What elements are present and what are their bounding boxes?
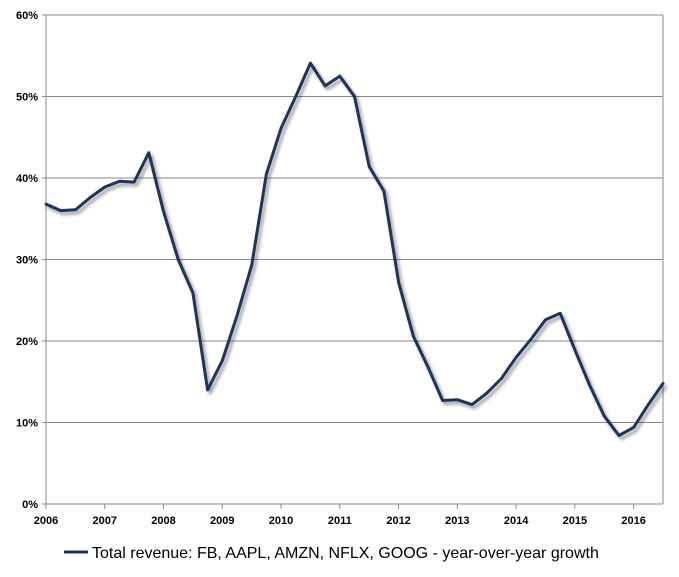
data-point: [162, 210, 165, 213]
data-point: [265, 172, 268, 175]
gridlines: [46, 14, 663, 423]
y-tick-label: 30%: [16, 255, 38, 267]
data-point: [559, 312, 562, 315]
x-tick-label: 2009: [210, 515, 234, 527]
data-point: [573, 348, 576, 351]
data-point: [662, 382, 665, 385]
axes: [42, 14, 664, 509]
x-tick-label: 2016: [621, 515, 645, 527]
data-point: [588, 384, 591, 387]
series-line-0: [44, 61, 665, 437]
x-tick-label: 2007: [93, 515, 117, 527]
data-point: [59, 209, 62, 212]
x-tick-label: 2012: [386, 515, 410, 527]
data-point: [632, 426, 635, 429]
series-layer: [44, 61, 665, 437]
data-point: [603, 414, 606, 417]
y-axis-tick-labels: 0% 10% 20% 30% 40% 50% 60%: [16, 10, 38, 511]
data-point: [456, 398, 459, 401]
data-point: [294, 95, 297, 98]
data-point: [485, 392, 488, 395]
data-point: [515, 356, 518, 359]
legend-label: Total revenue: FB, AAPL, AMZN, NFLX, GOO…: [92, 545, 599, 562]
data-point: [500, 377, 503, 380]
data-point: [324, 84, 327, 87]
y-tick-label: 60%: [16, 10, 38, 22]
y-tick-label: 10%: [16, 418, 38, 430]
x-tick-label: 2014: [504, 515, 529, 527]
y-tick-label: 0%: [22, 499, 38, 511]
data-point: [529, 338, 532, 341]
y-tick-label: 20%: [16, 336, 38, 348]
data-point: [103, 185, 106, 188]
data-point: [617, 434, 620, 437]
data-point: [250, 264, 253, 267]
data-point: [412, 335, 415, 338]
x-axis-tick-labels: 2006 2007 2008 2009 2010 2011 2012 2013 2014 2015…: [34, 515, 646, 527]
data-point: [338, 75, 341, 78]
x-tick-label: 2011: [328, 515, 352, 527]
data-point: [382, 190, 385, 193]
data-point: [206, 388, 209, 391]
data-point: [441, 399, 444, 402]
data-point: [397, 281, 400, 284]
data-point: [45, 203, 48, 206]
data-point: [471, 403, 474, 406]
data-point: [280, 127, 283, 130]
x-tick-label: 2015: [563, 515, 587, 527]
y-tick-label: 40%: [16, 173, 38, 185]
data-point: [89, 196, 92, 199]
data-point: [544, 318, 547, 321]
x-tick-label: 2008: [151, 515, 175, 527]
y-tick-label: 50%: [16, 92, 38, 104]
data-point: [235, 314, 238, 317]
data-point: [191, 291, 194, 294]
data-point: [353, 95, 356, 98]
data-point: [309, 62, 312, 65]
data-point: [221, 359, 224, 362]
data-point: [426, 366, 429, 369]
data-point: [177, 258, 180, 261]
x-tick-label: 2010: [269, 515, 293, 527]
data-point: [133, 181, 136, 184]
x-tick-label: 2006: [34, 515, 58, 527]
data-point: [647, 403, 650, 406]
data-point: [368, 165, 371, 168]
data-point: [118, 180, 121, 183]
legend: Total revenue: FB, AAPL, AMZN, NFLX, GOO…: [64, 545, 599, 562]
data-point: [147, 151, 150, 154]
x-tick-label: 2013: [445, 515, 469, 527]
data-point: [74, 208, 77, 211]
